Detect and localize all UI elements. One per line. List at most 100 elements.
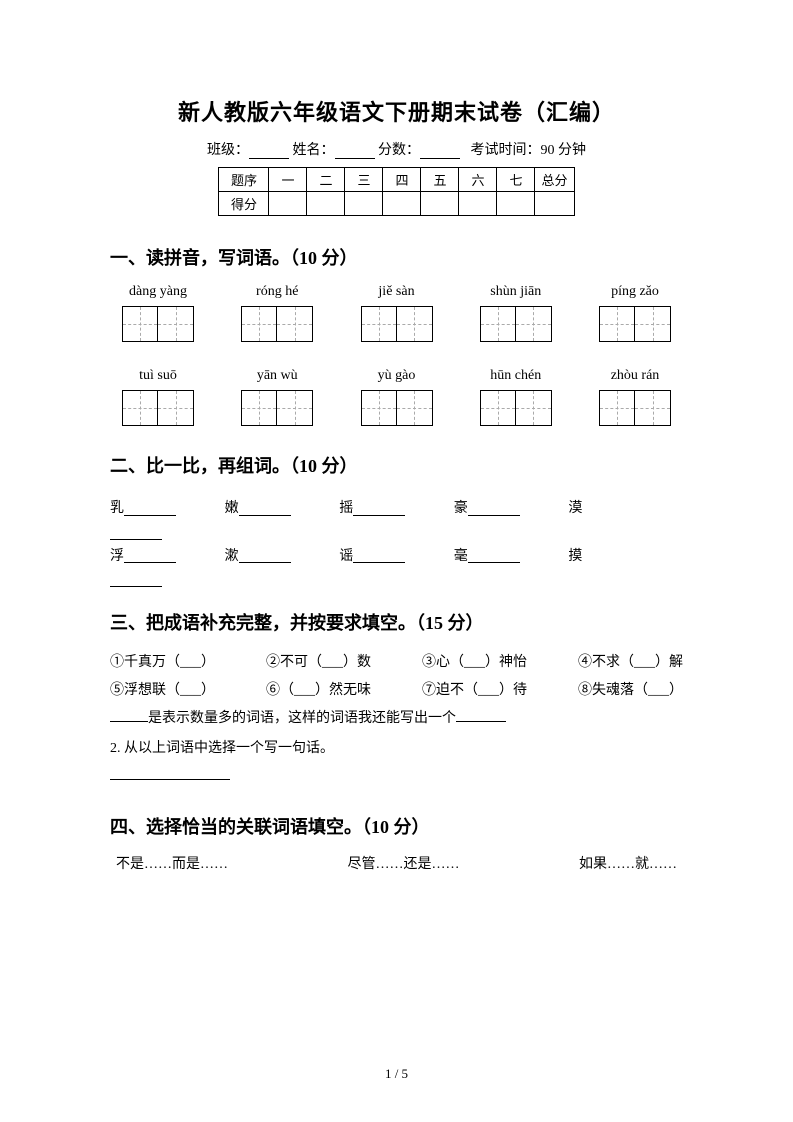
pinyin-label: yù gào bbox=[378, 368, 416, 384]
th-1: 一 bbox=[269, 168, 307, 192]
pinyin-item: yù gào bbox=[349, 368, 445, 426]
th-3: 三 bbox=[345, 168, 383, 192]
q2-item: 漱 bbox=[225, 540, 340, 574]
fill-blank[interactable] bbox=[110, 526, 162, 540]
q2-char: 摸 bbox=[568, 549, 582, 564]
pinyin-item: róng hé bbox=[229, 284, 325, 342]
fill-blank[interactable] bbox=[239, 549, 291, 563]
pinyin-item: yān wù bbox=[229, 368, 325, 426]
th-2: 二 bbox=[307, 168, 345, 192]
q2-char: 谣 bbox=[339, 549, 353, 564]
q2-char: 浮 bbox=[110, 549, 124, 564]
tian-box[interactable] bbox=[361, 390, 433, 426]
q2-char: 漱 bbox=[225, 549, 239, 564]
fill-blank[interactable] bbox=[110, 573, 162, 587]
q2-item: 浮 bbox=[110, 540, 225, 574]
q4-option: 尽管……还是…… bbox=[348, 853, 460, 873]
q3-item: ④不求（___）解 bbox=[578, 649, 683, 677]
td-blank[interactable] bbox=[307, 192, 345, 216]
tian-box[interactable] bbox=[480, 390, 552, 426]
pinyin-label: tuì suō bbox=[139, 368, 177, 384]
class-blank[interactable] bbox=[249, 145, 289, 159]
fill-blank[interactable] bbox=[353, 549, 405, 563]
tian-box[interactable] bbox=[122, 306, 194, 342]
name-blank[interactable] bbox=[335, 145, 375, 159]
q2-char: 摇 bbox=[339, 501, 353, 516]
name-label: 姓名： bbox=[293, 143, 335, 158]
q3-body: ①千真万（___） ②不可（___）数 ③心（___）神怡 ④不求（___）解 … bbox=[110, 649, 683, 791]
pinyin-row-1: dàng yàng róng hé jiě sàn shùn jiān píng… bbox=[110, 284, 683, 342]
td-blank[interactable] bbox=[269, 192, 307, 216]
q3-heading: 三、把成语补充完整，并按要求填空。（15 分） bbox=[110, 609, 683, 635]
q2-row bbox=[110, 526, 683, 540]
tian-box[interactable] bbox=[599, 390, 671, 426]
tian-box[interactable] bbox=[599, 306, 671, 342]
pinyin-item: zhòu rán bbox=[587, 368, 683, 426]
q2-char: 乳 bbox=[110, 501, 124, 516]
pinyin-label: dàng yàng bbox=[129, 284, 187, 300]
q4-heading: 四、选择恰当的关联词语填空。（10 分） bbox=[110, 813, 683, 839]
tian-box[interactable] bbox=[122, 390, 194, 426]
td-blank[interactable] bbox=[421, 192, 459, 216]
q2-item: 毫 bbox=[454, 540, 569, 574]
tian-box[interactable] bbox=[241, 306, 313, 342]
q2-item: 豪 bbox=[454, 492, 569, 526]
table-row: 得分 bbox=[219, 192, 574, 216]
fill-blank[interactable] bbox=[239, 502, 291, 516]
pinyin-label: shùn jiān bbox=[490, 284, 541, 300]
fill-blank[interactable] bbox=[124, 502, 176, 516]
fill-blank[interactable] bbox=[124, 549, 176, 563]
class-label: 班级： bbox=[207, 143, 249, 158]
q3-row: ①千真万（___） ②不可（___）数 ③心（___）神怡 ④不求（___）解 bbox=[110, 649, 683, 677]
fill-blank[interactable] bbox=[456, 710, 506, 722]
score-blank[interactable] bbox=[420, 145, 460, 159]
fill-blank[interactable] bbox=[110, 710, 148, 722]
tian-box[interactable] bbox=[361, 306, 433, 342]
fill-blank[interactable] bbox=[468, 549, 520, 563]
tian-box[interactable] bbox=[480, 306, 552, 342]
pinyin-item: hūn chén bbox=[468, 368, 564, 426]
q2-char: 豪 bbox=[454, 501, 468, 516]
th-5: 五 bbox=[421, 168, 459, 192]
td-blank[interactable] bbox=[459, 192, 497, 216]
q1-heading: 一、读拼音，写词语。（10 分） bbox=[110, 244, 683, 270]
th-4: 四 bbox=[383, 168, 421, 192]
q3-item: ⑤浮想联（___） bbox=[110, 677, 215, 705]
fill-blank[interactable] bbox=[110, 768, 230, 780]
q4-option: 不是……而是…… bbox=[116, 853, 228, 873]
pinyin-item: tuì suō bbox=[110, 368, 206, 426]
q2-row: 浮 漱 谣 毫 摸 bbox=[110, 540, 683, 574]
pinyin-item: jiě sàn bbox=[349, 284, 445, 342]
fill-blank[interactable] bbox=[468, 502, 520, 516]
q4-options: 不是……而是…… 尽管……还是…… 如果……就…… bbox=[110, 853, 683, 873]
q2-body: 乳 嫩 摇 豪 漠 浮 漱 谣 毫 摸 bbox=[110, 492, 683, 587]
q2-item: 漠 bbox=[568, 492, 683, 526]
pinyin-row-2: tuì suō yān wù yù gào hūn chén zhòu rán bbox=[110, 368, 683, 426]
td-blank[interactable] bbox=[345, 192, 383, 216]
td-blank[interactable] bbox=[497, 192, 535, 216]
fill-blank[interactable] bbox=[353, 502, 405, 516]
score-label: 分数： bbox=[378, 143, 420, 158]
pinyin-item: píng zǎo bbox=[587, 284, 683, 342]
pinyin-label: hūn chén bbox=[490, 368, 541, 384]
td-blank[interactable] bbox=[535, 192, 574, 216]
q2-item: 谣 bbox=[339, 540, 454, 574]
pinyin-label: zhòu rán bbox=[611, 368, 660, 384]
q3-sub2: 2. 从以上词语中选择一个写一句话。 bbox=[110, 735, 683, 763]
tian-box[interactable] bbox=[241, 390, 313, 426]
q3-row: ⑤浮想联（___） ⑥（___）然无味 ⑦迫不（___）待 ⑧失魂落（___） bbox=[110, 677, 683, 705]
pinyin-label: róng hé bbox=[256, 284, 298, 300]
page-footer: 1 / 5 bbox=[0, 1066, 793, 1082]
table-row: 题序 一 二 三 四 五 六 七 总分 bbox=[219, 168, 574, 192]
q2-item: 乳 bbox=[110, 492, 225, 526]
q3-item: ⑧失魂落（___） bbox=[578, 677, 683, 705]
th-7: 七 bbox=[497, 168, 535, 192]
th-total: 总分 bbox=[535, 168, 574, 192]
q3-item: ③心（___）神怡 bbox=[422, 649, 527, 677]
td-blank[interactable] bbox=[383, 192, 421, 216]
q2-char: 嫩 bbox=[225, 501, 239, 516]
q3-item: ②不可（___）数 bbox=[266, 649, 371, 677]
info-line: 班级： 姓名： 分数： 考试时间：90 分钟 bbox=[110, 139, 683, 159]
pinyin-label: yān wù bbox=[257, 368, 298, 384]
q2-char: 漠 bbox=[568, 501, 582, 516]
